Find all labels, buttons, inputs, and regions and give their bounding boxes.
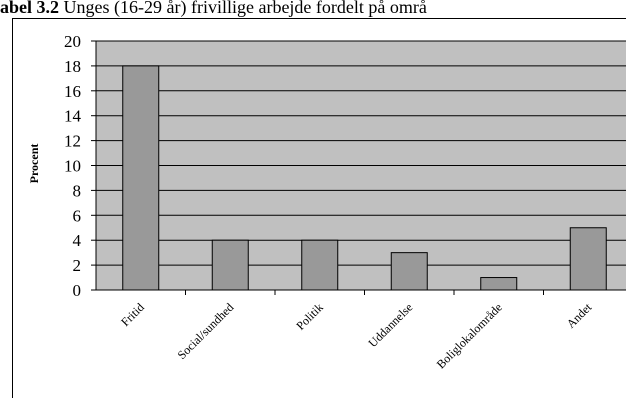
bars — [122, 65, 607, 291]
chart-frame — [12, 18, 626, 398]
x-tick-label: Politik — [293, 300, 326, 333]
y-tick-label: 6 — [73, 206, 82, 225]
chart-caption: abel 3.2 Unges (16-29 år) frivillige arb… — [0, 0, 626, 19]
gridlines — [96, 40, 626, 266]
y-tick-label: 8 — [73, 181, 82, 200]
y-tick-label: 14 — [64, 107, 82, 126]
y-axis-label: Procent — [27, 144, 41, 184]
bar-andet — [569, 227, 607, 291]
y-tick-label: 0 — [73, 281, 82, 300]
caption-label: abel 3.2 — [0, 0, 60, 17]
x-tick-label: Andet — [564, 300, 595, 331]
x-tick-labels: Fritid Social/sundhed Politik Uddannelse Bol… — [118, 300, 595, 372]
bar-uddannelse — [390, 252, 428, 291]
caption-text: Unges (16-29 år) frivillige arbejde ford… — [59, 0, 427, 17]
bar-politik — [301, 239, 339, 291]
y-tick-label: 10 — [64, 157, 81, 176]
x-tick-label: Social/sundhed — [175, 300, 237, 362]
y-tick-label: 20 — [64, 32, 81, 51]
y-tick-label: 18 — [64, 57, 81, 76]
bar-boliglokalomr-de — [480, 277, 518, 291]
x-tick-label: Uddannelse — [365, 300, 415, 350]
y-tick-label: 12 — [64, 132, 81, 151]
bar-social-sundhed — [211, 239, 249, 291]
x-tick-label: Fritid — [118, 300, 147, 329]
y-tick-label: 4 — [73, 231, 82, 250]
y-tick-labels: 0 2 4 6 8 10 12 14 16 18 20 — [64, 32, 82, 300]
y-tick-label: 16 — [64, 82, 81, 101]
y-tick-label: 2 — [73, 256, 82, 275]
axes — [91, 40, 626, 295]
bar-fritid — [122, 65, 160, 291]
x-tick-label: Boliglokalområde — [434, 300, 505, 371]
